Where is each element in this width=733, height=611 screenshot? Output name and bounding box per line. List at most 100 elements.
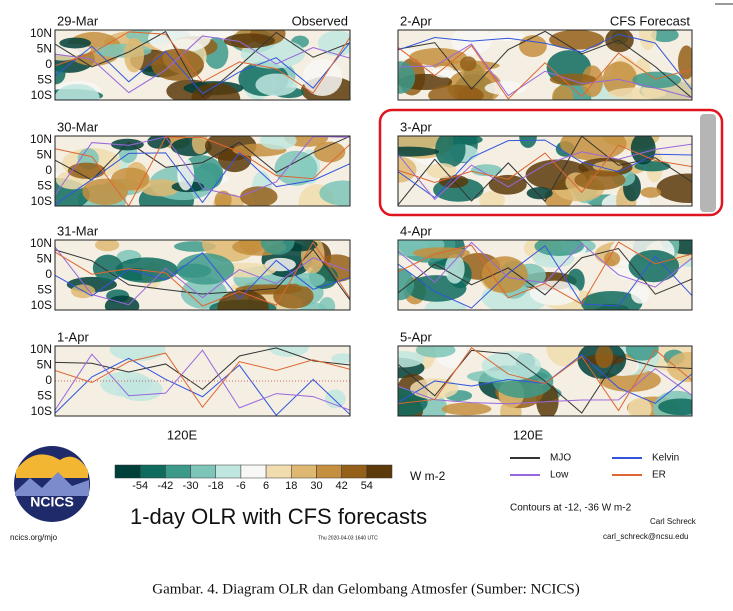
lat-label: 0: [45, 267, 52, 281]
colorbar-tick: 42: [336, 480, 348, 492]
lat-label: 5S: [37, 283, 52, 297]
highlight-box: [378, 108, 724, 217]
olr-blob: [526, 187, 553, 200]
legend-label: Kelvin: [652, 453, 679, 464]
olr-blob: [223, 33, 275, 49]
lon-label: 120E: [513, 427, 544, 442]
olr-blob: [260, 240, 295, 255]
olr-blob: [656, 173, 692, 203]
lon-label: 120E: [167, 427, 198, 442]
olr-blob: [481, 351, 541, 381]
map-panel: [397, 29, 693, 101]
olr-blob: [115, 257, 179, 283]
panel-date: 2-Apr: [400, 13, 432, 28]
lat-label: 5N: [37, 358, 52, 372]
olr-field: [55, 346, 350, 416]
map-frame: [54, 239, 351, 311]
colorbar-box: [190, 464, 216, 479]
colorbar-box: [165, 464, 191, 479]
lat-label: 5S: [37, 73, 52, 87]
colorbar-box: [366, 464, 393, 479]
olr-blob: [109, 346, 166, 362]
wave-contour: [55, 136, 350, 206]
map-panel: [397, 345, 693, 417]
lat-label: 10N: [30, 342, 52, 356]
wave-contour: [55, 357, 350, 416]
map-frame: [54, 135, 351, 207]
olr-blob: [603, 251, 621, 267]
olr-blob: [549, 30, 605, 50]
wave-contour: [398, 241, 692, 288]
olr-blob: [415, 346, 456, 358]
wave-contour: [55, 152, 350, 205]
colorbar-tick: 6: [263, 480, 269, 492]
legend-label: Low: [550, 470, 569, 481]
logo-text: NCICS: [30, 494, 74, 510]
olr-blob: [628, 250, 680, 283]
lat-label: 10S: [31, 194, 52, 208]
timestamp: Thu 2020-04-03 1640 UTC: [318, 535, 378, 541]
map-panel: [54, 239, 351, 311]
olr-field: [398, 136, 692, 206]
lat-label: 10S: [31, 298, 52, 312]
wave-contour: [55, 31, 350, 94]
olr-blob: [658, 398, 692, 416]
wave-contour: [55, 35, 350, 94]
wave-contour: [55, 349, 350, 411]
map-frame: [397, 239, 693, 311]
logo-sun: [16, 454, 88, 478]
map-panel: [54, 135, 351, 207]
wave-contour: [55, 347, 350, 391]
panel-date: 29-Mar: [57, 13, 99, 28]
olr-blob: [595, 346, 614, 369]
wave-contour: [398, 241, 692, 305]
wave-contour: [55, 241, 350, 307]
olr-blob: [478, 191, 506, 206]
olr-blob: [608, 87, 667, 100]
colorbar-box: [265, 464, 292, 479]
author: Carl Schreck: [650, 517, 697, 526]
olr-blob: [260, 136, 297, 150]
olr-blob: [428, 84, 484, 100]
colorbar-box: [215, 464, 242, 479]
olr-blob: [92, 254, 123, 282]
olr-blob: [268, 346, 309, 357]
olr-blob: [67, 162, 106, 179]
colorbar-tick: -54: [132, 480, 148, 492]
lat-label: 10S: [31, 404, 52, 418]
lat-label: 5N: [37, 148, 52, 162]
wave-contour: [55, 252, 350, 300]
wave-contour: [55, 136, 350, 181]
lat-label: 5N: [37, 42, 52, 56]
olr-blob: [302, 58, 343, 96]
olr-blob: [432, 65, 455, 78]
panel-date: 31-Mar: [57, 223, 99, 238]
olr-blob: [459, 56, 477, 72]
panel-date: 5-Apr: [400, 329, 432, 344]
olr-field: [398, 240, 692, 310]
olr-blob: [677, 45, 692, 80]
map-panel: [397, 239, 693, 311]
olr-field: [55, 240, 350, 310]
olr-blob: [274, 150, 318, 186]
colorbar-tick: 18: [285, 480, 297, 492]
colorbar-box: [341, 464, 368, 479]
map-frame: [397, 345, 693, 417]
olr-blob: [313, 141, 346, 163]
figure-title: 1-day OLR with CFS forecasts: [130, 504, 427, 529]
olr-blob: [324, 389, 346, 409]
olr-blob: [398, 351, 425, 368]
olr-blob: [398, 156, 417, 183]
scrollbar: [700, 114, 716, 212]
wave-contour: [398, 247, 692, 296]
olr-blob: [177, 158, 195, 191]
url: ncics.org/mjo: [10, 533, 58, 542]
lat-label: 0: [45, 57, 52, 71]
olr-field: [398, 346, 692, 416]
olr-field: [398, 30, 692, 100]
colorbar-box: [139, 464, 166, 479]
olr-blob: [639, 30, 657, 51]
olr-blob: [627, 397, 652, 416]
wave-contour: [398, 144, 692, 194]
wave-contour: [398, 139, 692, 199]
